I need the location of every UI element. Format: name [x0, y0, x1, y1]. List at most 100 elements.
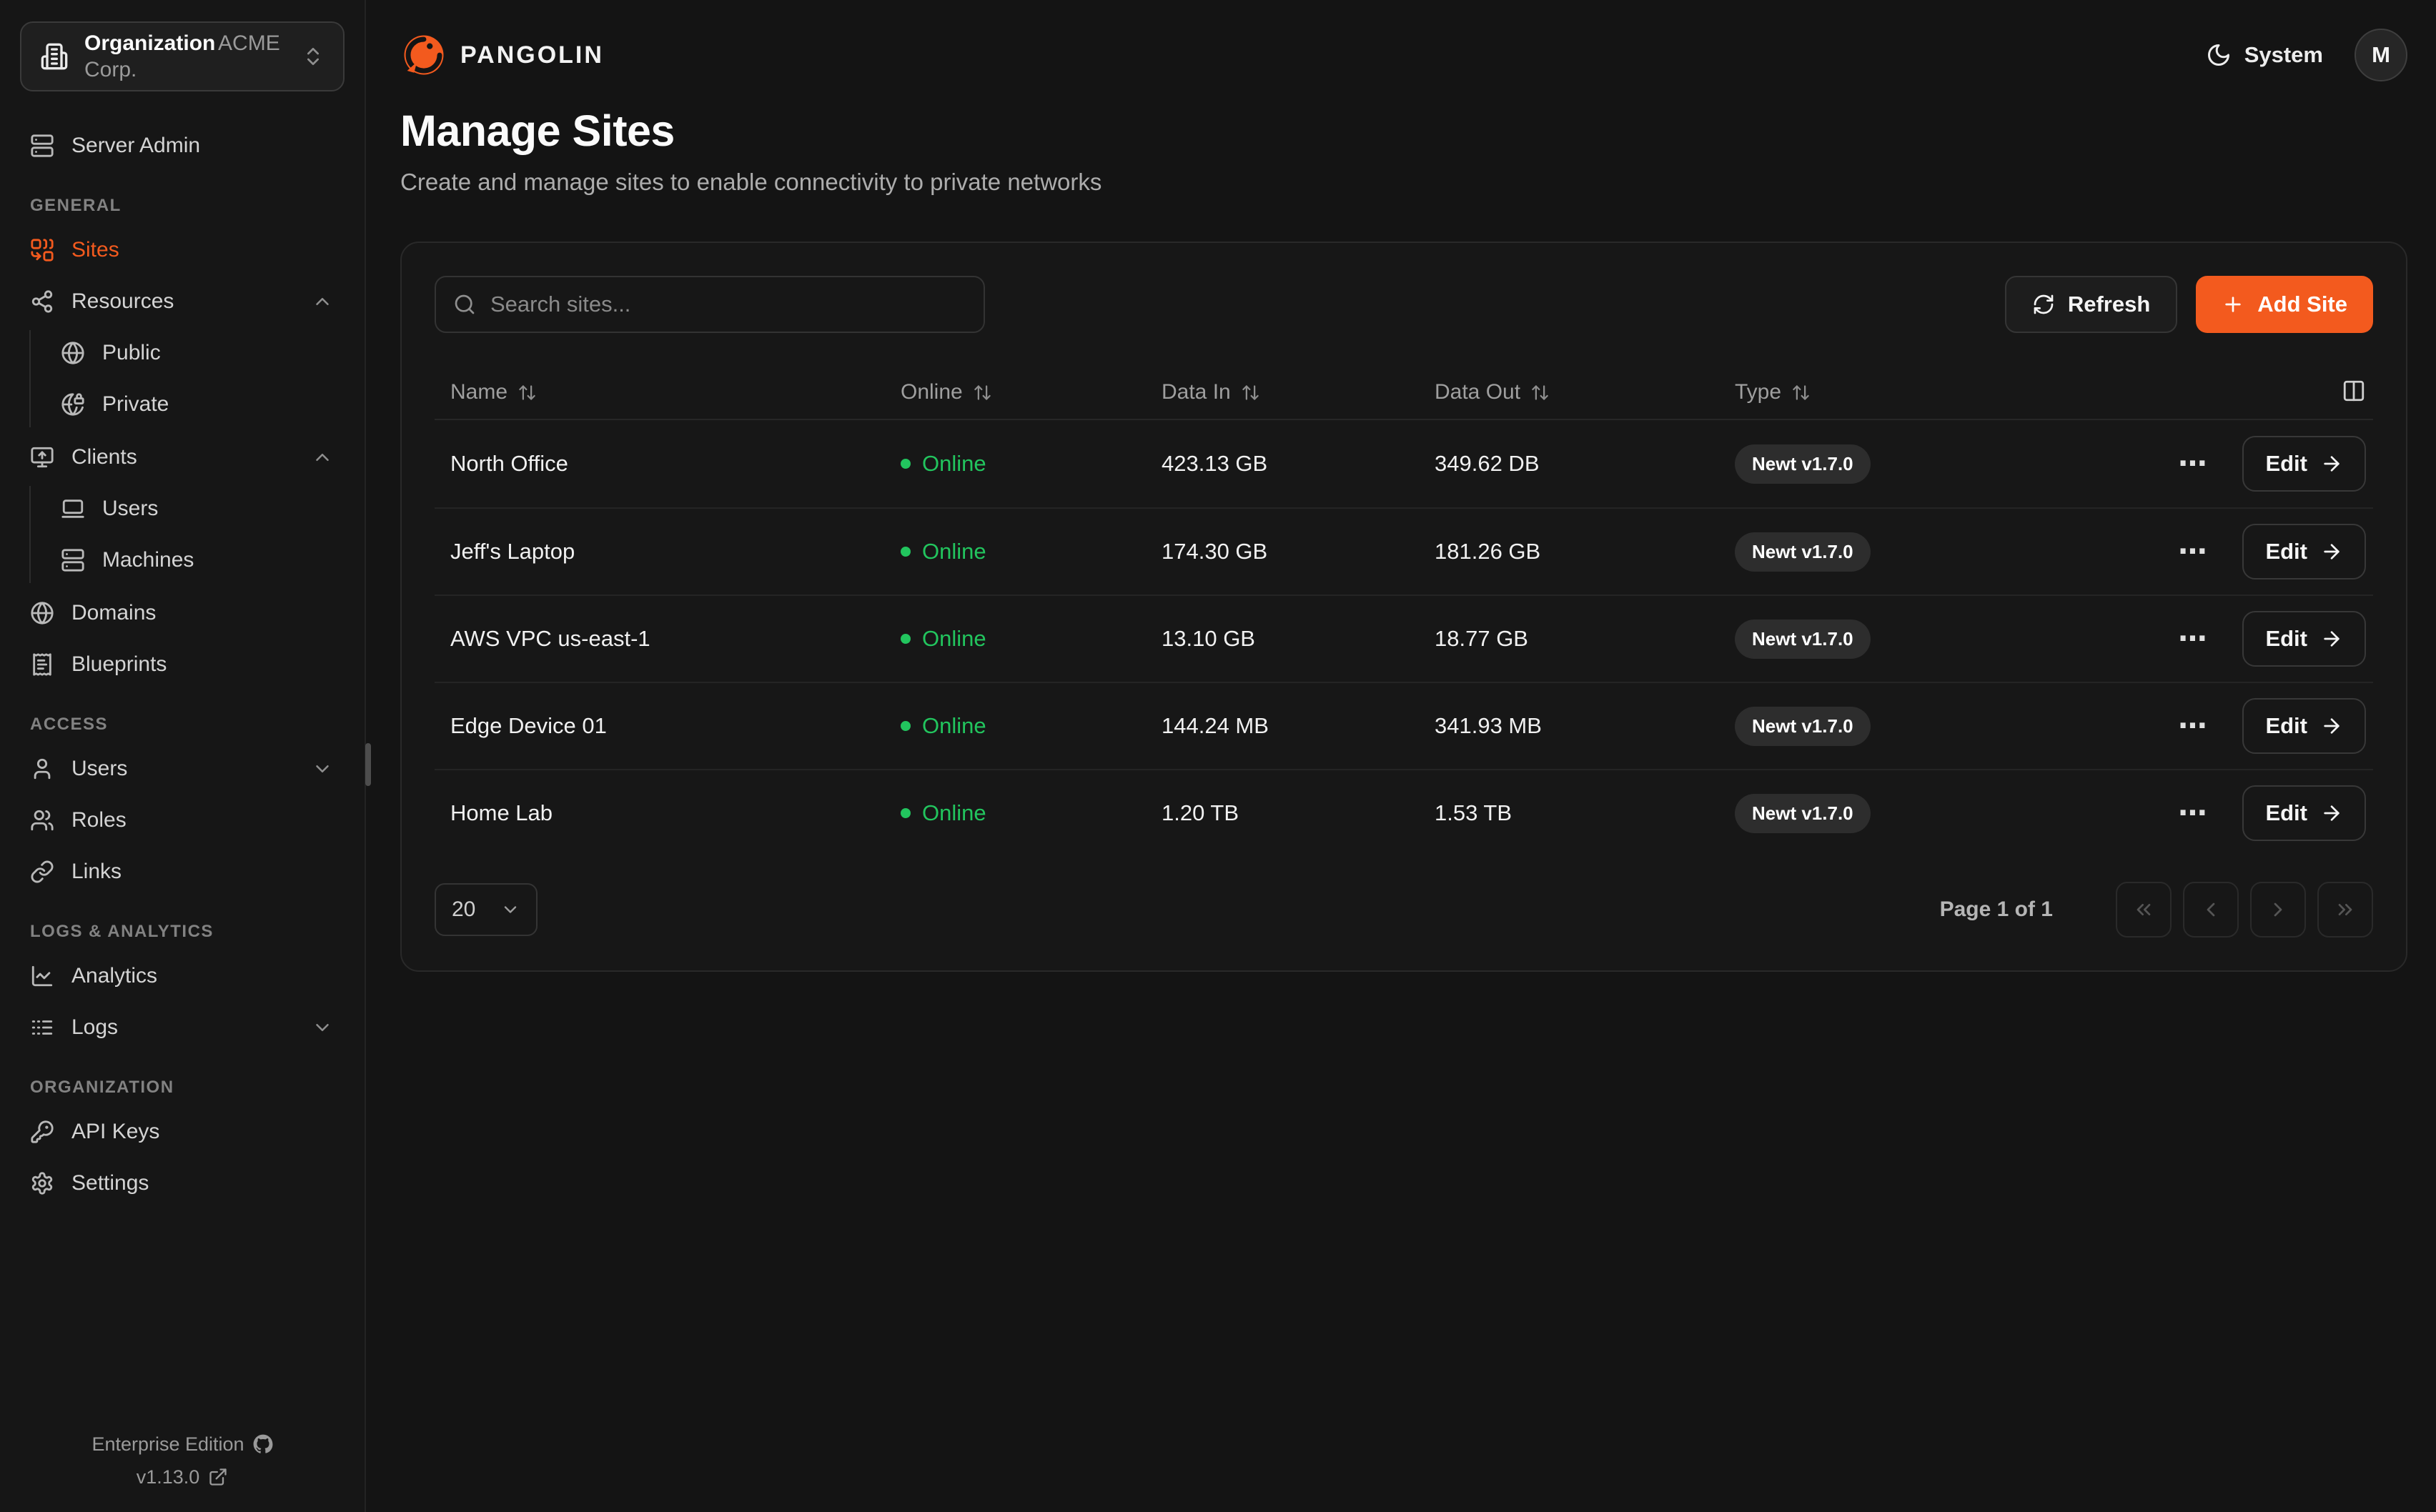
sidebar-section-general: GENERAL	[30, 196, 122, 215]
column-header-type[interactable]: Type	[1719, 380, 1811, 404]
column-header-data-in[interactable]: Data In	[1146, 380, 1260, 404]
sidebar-item-sites[interactable]: Sites	[20, 227, 345, 273]
sidebar-item-analytics[interactable]: Analytics	[20, 953, 345, 999]
chevron-up-icon[interactable]	[312, 447, 333, 468]
table-header: Name Online Data In Data Out	[435, 366, 2373, 420]
column-header-data-out[interactable]: Data Out	[1419, 380, 1550, 404]
online-dot-icon	[901, 547, 911, 557]
chevrons-right-icon	[2334, 898, 2357, 921]
sites-toolbar: Refresh Add Site	[435, 276, 2373, 333]
add-site-button[interactable]: Add Site	[2196, 276, 2373, 333]
row-menu-button[interactable]: ⋯	[2174, 799, 2211, 827]
globe-icon	[61, 341, 85, 365]
sidebar-item-label: Server Admin	[71, 134, 201, 157]
site-name: Home Lab	[450, 800, 553, 825]
edit-button[interactable]: Edit	[2242, 698, 2366, 754]
last-page-button[interactable]	[2317, 882, 2373, 937]
online-dot-icon	[901, 721, 911, 731]
refresh-button[interactable]: Refresh	[2004, 276, 2178, 333]
site-type-cell: Newt v1.7.0	[1719, 706, 2055, 746]
sidebar-item-api-keys[interactable]: API Keys	[20, 1109, 345, 1155]
org-selector-value: ACME Corp.	[84, 31, 280, 81]
type-badge: Newt v1.7.0	[1735, 793, 1871, 833]
sidebar-item-links[interactable]: Links	[20, 849, 345, 895]
sidebar-item-roles[interactable]: Roles	[20, 797, 345, 843]
row-actions: ⋯ Edit	[2055, 698, 2373, 754]
theme-toggle-button[interactable]: System	[2206, 42, 2323, 68]
chevron-down-icon	[500, 900, 520, 920]
sidebar-item-domains[interactable]: Domains	[20, 590, 345, 636]
site-data-in: 1.20 TB	[1162, 800, 1239, 825]
sidebar-item-label: Public	[102, 341, 161, 364]
site-status: Online	[885, 626, 1146, 652]
edit-button[interactable]: Edit	[2242, 785, 2366, 841]
type-badge: Newt v1.7.0	[1735, 619, 1871, 659]
online-dot-icon	[901, 459, 911, 469]
site-type-cell: Newt v1.7.0	[1719, 532, 2055, 572]
next-page-button[interactable]	[2250, 882, 2306, 937]
page-size-select[interactable]: 20	[435, 883, 538, 936]
row-actions: ⋯ Edit	[2055, 436, 2373, 492]
columns-toggle-button[interactable]	[2342, 379, 2366, 405]
edition-row[interactable]: Enterprise Edition	[0, 1428, 365, 1461]
chart-line-icon	[30, 964, 54, 988]
sidebar-item-private[interactable]: Private	[31, 382, 345, 427]
topbar: PANGOLIN System M	[400, 0, 2407, 87]
github-icon	[253, 1434, 273, 1454]
first-page-button[interactable]	[2116, 882, 2172, 937]
column-label: Type	[1735, 380, 1782, 404]
org-selector[interactable]: Organization ACME Corp.	[20, 21, 345, 91]
avatar[interactable]: M	[2355, 29, 2407, 81]
header-actions	[2342, 379, 2373, 407]
add-site-label: Add Site	[2257, 292, 2347, 317]
sidebar-item-users[interactable]: Users	[20, 746, 345, 792]
site-data-in: 174.30 GB	[1162, 539, 1268, 564]
sort-icon	[518, 383, 537, 402]
site-type-cell: Newt v1.7.0	[1719, 444, 2055, 484]
sidebar-item-label: Resources	[71, 289, 174, 313]
sidebar-item-client-users[interactable]: Users	[31, 486, 345, 532]
main-content: PANGOLIN System M Manage Sites Create an…	[366, 0, 2436, 1512]
users-icon	[30, 808, 54, 832]
column-header-name[interactable]: Name	[435, 380, 537, 404]
chevron-down-icon[interactable]	[312, 758, 333, 780]
row-menu-button[interactable]: ⋯	[2174, 537, 2211, 566]
version-label: v1.13.0	[136, 1466, 200, 1488]
chevron-down-icon[interactable]	[312, 1017, 333, 1038]
page-size-value: 20	[452, 897, 476, 921]
sidebar-resize-handle[interactable]	[365, 743, 371, 786]
previous-page-button[interactable]	[2183, 882, 2239, 937]
sidebar-item-resources[interactable]: Resources	[20, 279, 345, 324]
sidebar-item-clients[interactable]: Clients	[20, 434, 345, 480]
sidebar-item-server-admin[interactable]: Server Admin	[20, 123, 345, 169]
refresh-label: Refresh	[2067, 292, 2151, 317]
search-input[interactable]	[436, 277, 984, 332]
row-menu-button[interactable]: ⋯	[2174, 449, 2211, 478]
server-icon	[61, 548, 85, 572]
sidebar-item-label: Roles	[71, 808, 127, 832]
external-link-icon	[208, 1467, 228, 1487]
server-icon	[30, 134, 54, 158]
chevron-up-icon[interactable]	[312, 291, 333, 312]
pager: Page 1 of 1	[1940, 882, 2373, 937]
sidebar-item-logs[interactable]: Logs	[20, 1005, 345, 1050]
chevrons-left-icon	[2132, 898, 2155, 921]
sidebar-item-machines[interactable]: Machines	[31, 537, 345, 583]
edit-button[interactable]: Edit	[2242, 611, 2366, 667]
brand[interactable]: PANGOLIN	[400, 31, 604, 79]
row-menu-button[interactable]: ⋯	[2174, 712, 2211, 740]
edit-button[interactable]: Edit	[2242, 524, 2366, 580]
sidebar-item-blueprints[interactable]: Blueprints	[20, 642, 345, 687]
page-subtitle: Create and manage sites to enable connec…	[400, 169, 1102, 195]
online-label: Online	[922, 626, 986, 651]
table-row: Edge Device 01 Online 144.24 MB 341.93 M…	[435, 682, 2373, 769]
sidebar-section-logs-analytics: LOGS & ANALYTICS	[30, 922, 214, 941]
site-status: Online	[885, 539, 1146, 564]
sidebar-item-label: Clients	[71, 445, 137, 469]
row-menu-button[interactable]: ⋯	[2174, 625, 2211, 653]
sidebar-item-settings[interactable]: Settings	[20, 1160, 345, 1206]
version-row[interactable]: v1.13.0	[0, 1461, 365, 1493]
edit-button[interactable]: Edit	[2242, 436, 2366, 492]
sidebar-item-public[interactable]: Public	[31, 330, 345, 376]
column-header-online[interactable]: Online	[885, 380, 992, 404]
